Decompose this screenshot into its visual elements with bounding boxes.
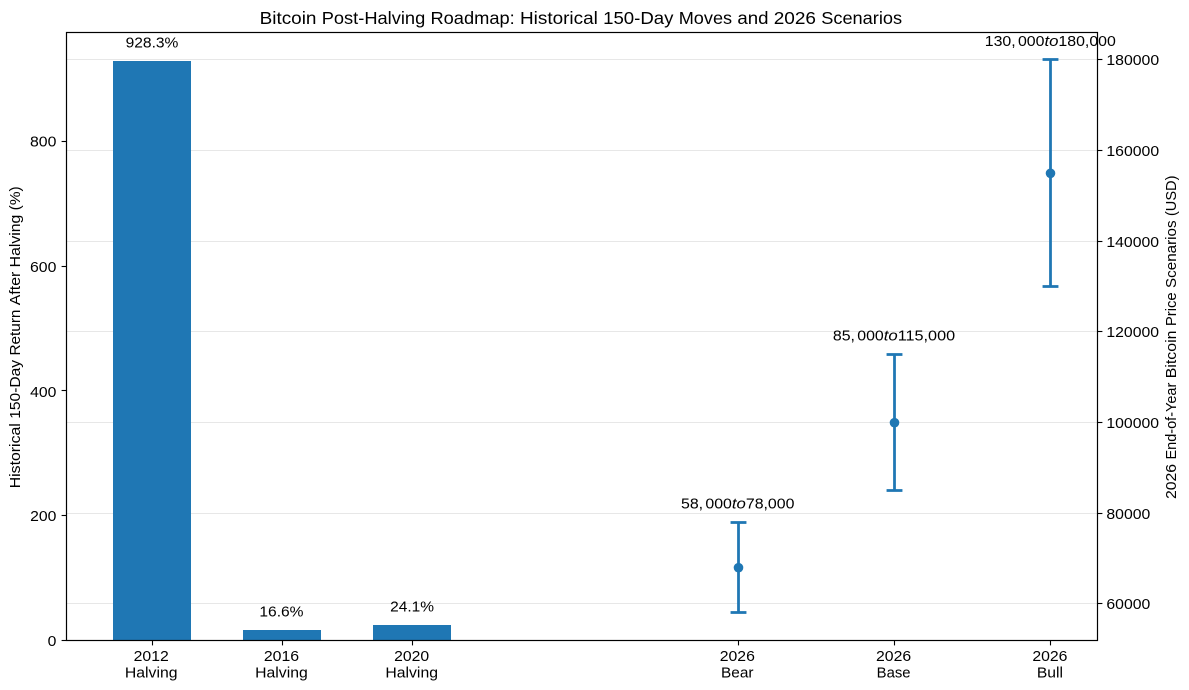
svg-text:2020: 2020 xyxy=(394,649,429,665)
svg-text:Halving: Halving xyxy=(385,666,438,682)
svg-text:24.1%: 24.1% xyxy=(390,600,434,616)
svg-text:80000: 80000 xyxy=(1106,507,1150,523)
svg-text:Halving: Halving xyxy=(255,666,308,682)
svg-text:0: 0 xyxy=(48,634,57,650)
svg-text:100000: 100000 xyxy=(1106,416,1159,432)
svg-text:2012: 2012 xyxy=(134,649,169,665)
svg-text:85,000to115,000: 85, 000to115,000 xyxy=(833,329,955,345)
svg-text:2026: 2026 xyxy=(876,649,911,665)
svg-text:800: 800 xyxy=(30,135,56,151)
svg-text:120000: 120000 xyxy=(1106,325,1159,341)
svg-text:200: 200 xyxy=(30,509,56,525)
svg-text:600: 600 xyxy=(30,260,56,276)
svg-text:Bear: Bear xyxy=(721,666,754,682)
svg-text:16.6%: 16.6% xyxy=(259,604,303,620)
svg-text:60000: 60000 xyxy=(1106,597,1150,613)
svg-text:Halving: Halving xyxy=(125,666,178,682)
svg-text:130,000to180,000: 130, 000to180,000 xyxy=(985,34,1116,50)
svg-text:160000: 160000 xyxy=(1106,144,1159,160)
svg-text:2026End-of-YearBitcoinPriceSce: 2026End-of-YearBitcoinPriceScenarios(USD… xyxy=(1164,176,1180,500)
svg-text:58,000to78,000: 58, 000to78,000 xyxy=(681,496,794,512)
svg-text:Historical150-DayReturnAfterHa: Historical150-DayReturnAfterHalving(%) xyxy=(8,186,24,488)
svg-text:Bull: Bull xyxy=(1037,666,1063,682)
svg-text:180000: 180000 xyxy=(1106,53,1159,69)
svg-text:400: 400 xyxy=(30,385,56,401)
svg-text:Base: Base xyxy=(877,666,911,682)
svg-text:928.3%: 928.3% xyxy=(126,35,179,51)
svg-text:2026: 2026 xyxy=(1032,649,1067,665)
svg-text:2016: 2016 xyxy=(264,649,299,665)
svg-text:2026: 2026 xyxy=(720,649,755,665)
svg-text:140000: 140000 xyxy=(1106,235,1159,251)
